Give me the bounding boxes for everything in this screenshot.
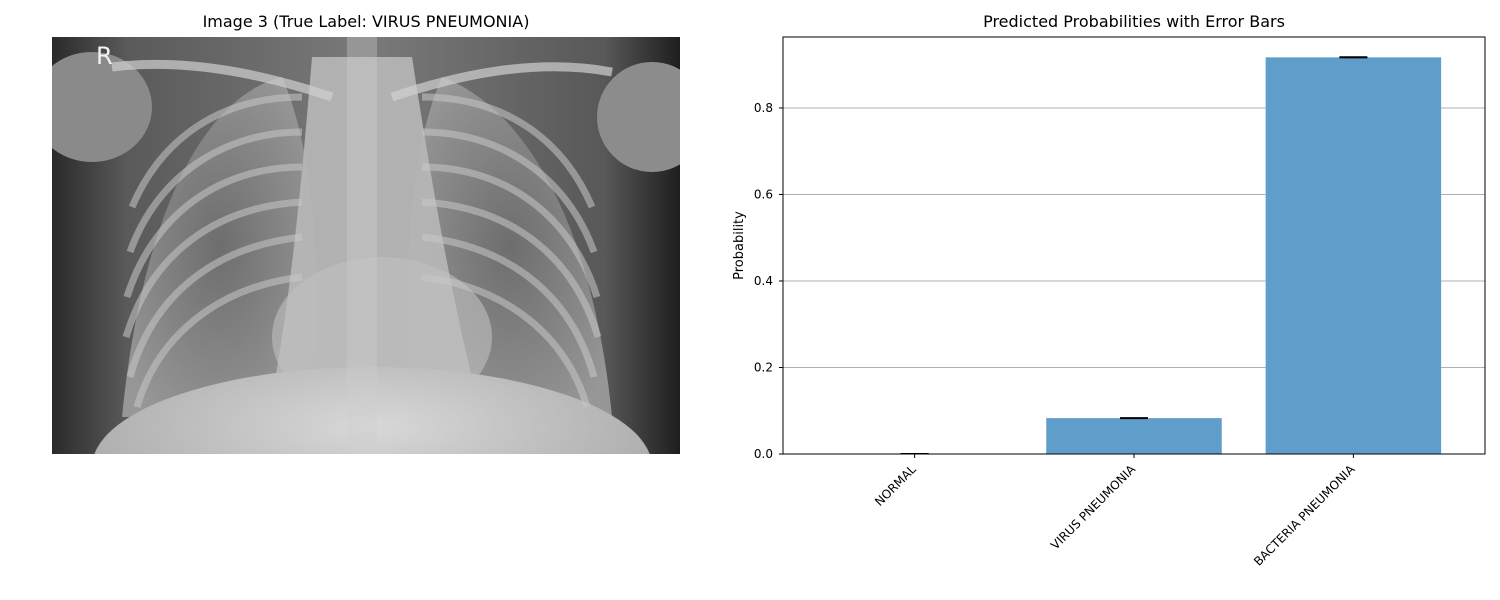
- y-tick-label: 0.8: [754, 101, 773, 115]
- x-tick-label: BACTERIA PNEUMONIA: [1251, 462, 1358, 569]
- right-lung-field: [122, 77, 317, 417]
- bar-virus-pneumonia: [1046, 418, 1222, 454]
- x-tick-label: NORMAL: [872, 462, 919, 509]
- right-shoulder: [52, 52, 152, 162]
- y-tick-label: 0.2: [754, 360, 773, 374]
- spine: [347, 37, 377, 454]
- chest-xray-image: R: [52, 37, 680, 454]
- y-tick-label: 0.4: [754, 274, 773, 288]
- left-shoulder: [597, 62, 680, 172]
- axes-frame: [782, 36, 1486, 455]
- abdomen: [94, 367, 650, 454]
- ribs: [122, 93, 602, 408]
- chart-title: Predicted Probabilities with Error Bars: [983, 12, 1285, 31]
- x-tick-label: VIRUS PNEUMONIA: [1048, 462, 1139, 553]
- xray-image-title: Image 3 (True Label: VIRUS PNEUMONIA): [202, 12, 530, 31]
- xray-marker-letter: R: [96, 42, 113, 70]
- bar-bacteria-pneumonia: [1265, 57, 1442, 455]
- y-axis-label: Probability: [732, 211, 747, 280]
- y-tick-label: 0.6: [754, 187, 773, 201]
- clavicles: [111, 59, 613, 102]
- y-tick-label: 0.0: [754, 447, 773, 461]
